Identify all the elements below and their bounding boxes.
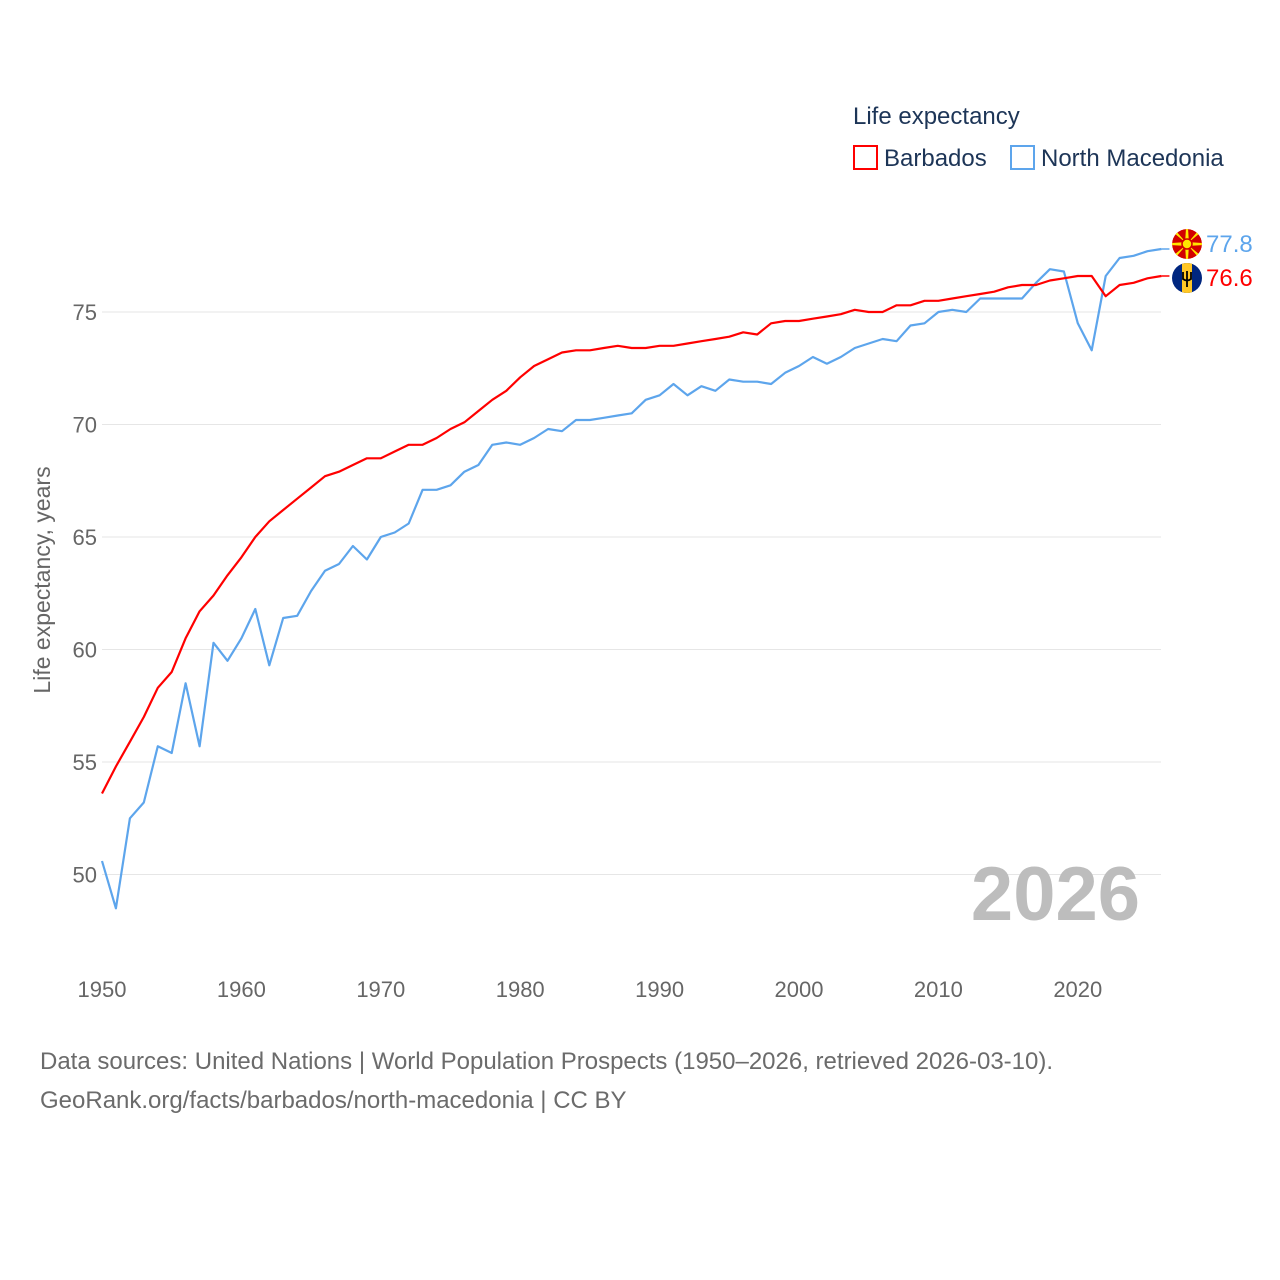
y-tick-label: 60 (73, 638, 97, 663)
legend-title: Life expectancy (853, 103, 1020, 130)
x-tick-label: 1960 (217, 977, 266, 1002)
x-tick-label: 2000 (775, 977, 824, 1002)
source-line-2[interactable]: GeoRank.org/facts/barbados/north-macedon… (40, 1087, 627, 1114)
series-line-north-macedonia (100, 247, 1162, 910)
y-axis-label: Life expectancy, years (29, 466, 55, 693)
series-line-barbados (101, 274, 1162, 795)
barbados-end-value: 76.6 (1206, 265, 1253, 292)
legend-item-barbados[interactable]: Barbados (853, 145, 987, 172)
x-tick-label: 2010 (914, 977, 963, 1002)
barbados-flag-icon (1172, 263, 1202, 293)
north-macedonia-flag-icon (1172, 229, 1202, 259)
x-tick-label: 1950 (78, 977, 127, 1002)
x-axis-ticks: 1950 1960 1970 1980 1990 2000 2010 2020 (78, 977, 1103, 1002)
x-tick-label: 1970 (356, 977, 405, 1002)
x-tick-label: 1990 (635, 977, 684, 1002)
y-tick-label: 50 (73, 863, 97, 888)
y-tick-label: 55 (73, 750, 97, 775)
legend-label-north-macedonia: North Macedonia (1041, 145, 1224, 172)
y-tick-label: 70 (73, 413, 97, 438)
series-lines (100, 247, 1170, 910)
legend-swatch-barbados (853, 145, 878, 170)
x-tick-label: 1980 (496, 977, 545, 1002)
source-note: Data sources: United Nations | World Pop… (40, 1042, 1053, 1120)
y-tick-label: 75 (73, 300, 97, 325)
y-tick-label: 65 (73, 525, 97, 550)
y-axis-ticks: 50 55 60 65 70 75 (73, 300, 97, 888)
year-watermark: 2026 (971, 852, 1140, 937)
x-tick-label: 2020 (1053, 977, 1102, 1002)
legend-item-north-macedonia[interactable]: North Macedonia (1010, 145, 1224, 172)
source-line-1: Data sources: United Nations | World Pop… (40, 1048, 1054, 1075)
grid (102, 311, 1161, 875)
north-macedonia-end-value: 77.8 (1206, 231, 1253, 258)
legend-label-barbados: Barbados (884, 145, 987, 172)
legend-swatch-north-macedonia (1010, 145, 1035, 170)
